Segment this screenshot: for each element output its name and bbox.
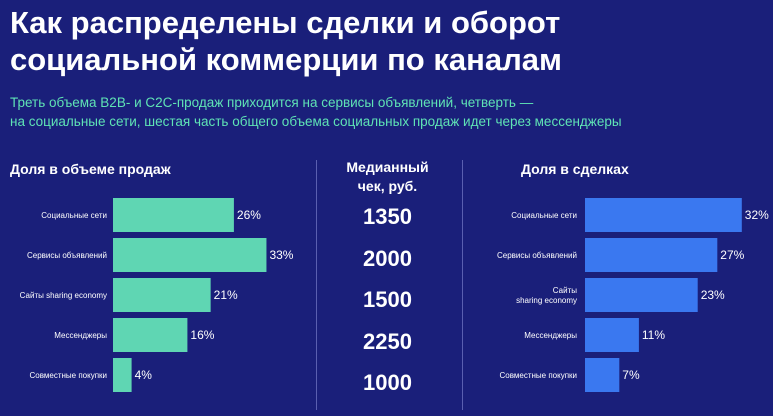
value-label-4: 11% — [642, 328, 665, 342]
deals-share-title: Доля в сделках — [521, 161, 629, 177]
deals-share-chart: Социальные сети 32% Сервисы объявлений 27% С… — [470, 190, 770, 410]
sales-share-chart: Социальные сети 26% Сервисы объявлений 33% С… — [0, 190, 300, 410]
category-label-5: Совместные покупки — [499, 371, 577, 380]
bar-3 — [585, 278, 698, 312]
median-value-2: 2000 — [363, 245, 412, 271]
title-line-2: социальной коммерции по каналам — [10, 42, 562, 77]
median-title-line-1: Медианный — [346, 159, 429, 175]
category-label-2: Сервисы объявлений — [497, 251, 577, 260]
median-title-line-2: чек, руб. — [357, 178, 418, 194]
category-label-5: Совместные покупки — [29, 371, 107, 380]
value-label-3: 21% — [214, 288, 238, 302]
value-label-3: 23% — [701, 288, 725, 302]
value-label-4: 16% — [190, 328, 214, 342]
value-label-2: 33% — [269, 248, 293, 262]
category-label-3: sharing economy — [516, 296, 577, 305]
bar-4 — [113, 318, 188, 352]
bar-5 — [585, 358, 620, 392]
deals-share-svg: Социальные сети 32% Сервисы объявлений 27% С… — [497, 198, 769, 392]
category-label-4: Мессенджеры — [524, 331, 577, 340]
divider-right — [462, 160, 463, 410]
bar-2 — [585, 238, 718, 272]
subtitle-line-1: Треть объема B2B- и C2C-продаж приходитс… — [10, 95, 534, 110]
title-line-1: Как распределены сделки и оборот — [10, 5, 561, 40]
page-title: Как распределены сделки и оборот социаль… — [10, 4, 770, 78]
category-label-1: Социальные сети — [41, 211, 107, 220]
bar-4 — [585, 318, 639, 352]
bar-3 — [113, 278, 211, 312]
subtitle-line-2: на социальные сети, шестая часть общего … — [10, 114, 622, 129]
category-label-3: Сайты — [553, 286, 577, 295]
divider-left — [316, 160, 317, 410]
page-subtitle: Треть объема B2B- и C2C-продаж приходитс… — [10, 93, 770, 131]
value-label-1: 32% — [745, 208, 769, 222]
value-label-1: 26% — [237, 208, 261, 222]
category-label-2: Сервисы объявлений — [27, 251, 107, 260]
category-label-4: Мессенджеры — [54, 331, 107, 340]
bar-1 — [585, 198, 742, 232]
median-value-3: 1500 — [363, 287, 412, 312]
median-value-4: 2250 — [363, 328, 412, 354]
value-label-5: 7% — [622, 368, 640, 382]
value-label-2: 27% — [720, 248, 744, 262]
category-label-1: Социальные сети — [511, 211, 577, 220]
sales-share-title: Доля в объеме продаж — [10, 161, 171, 177]
bar-2 — [113, 238, 267, 272]
bar-1 — [113, 198, 234, 232]
median-value-5: 1000 — [363, 370, 412, 395]
median-value-1: 1350 — [363, 204, 412, 229]
median-check-list: 1350 2000 1500 2250 1000 — [330, 192, 445, 412]
sales-share-svg: Социальные сети 26% Сервисы объявлений 33% С… — [20, 198, 294, 392]
median-check-title: Медианный чек, руб. — [330, 158, 445, 196]
value-label-5: 4% — [135, 368, 153, 382]
bar-5 — [113, 358, 132, 392]
category-label-3: Сайты sharing economy — [20, 291, 107, 300]
